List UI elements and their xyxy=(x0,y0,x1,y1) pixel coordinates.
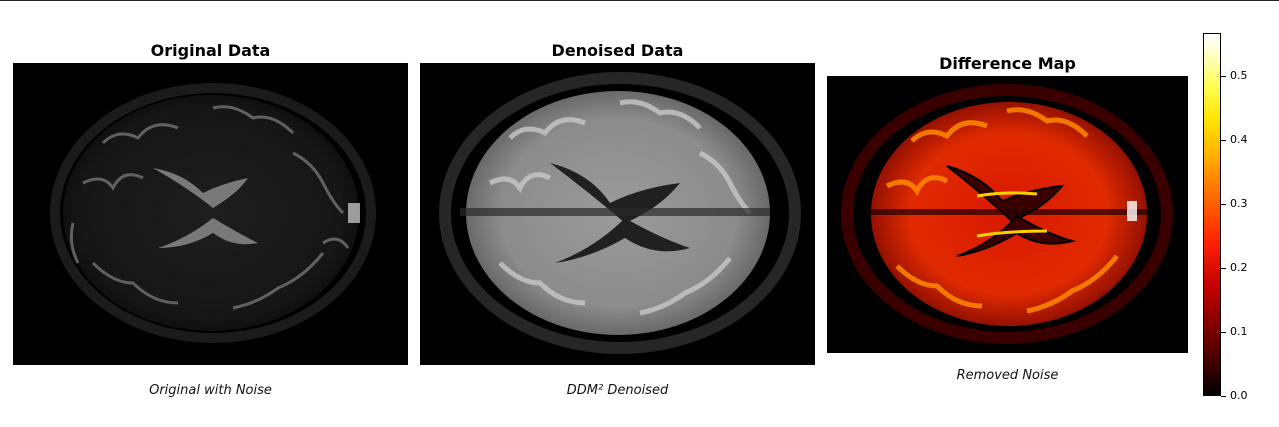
panel-caption-denoised: DDM² Denoised xyxy=(566,383,669,398)
colorbar-tick-label: 0.4 xyxy=(1230,133,1248,146)
colorbar-tick xyxy=(1221,268,1226,269)
colorbar-tick-label: 0.5 xyxy=(1230,69,1248,82)
panel-title-difference: Difference Map xyxy=(939,54,1076,73)
panel-caption-difference: Removed Noise xyxy=(956,368,1059,383)
colorbar-tick xyxy=(1221,76,1226,77)
colorbar-tick-label: 0.1 xyxy=(1230,325,1248,338)
colorbar xyxy=(1203,33,1221,396)
denoised-brain-image xyxy=(420,63,815,365)
panel-caption-original: Original with Noise xyxy=(149,383,272,398)
colorbar-tick-label: 0.3 xyxy=(1230,197,1248,210)
colorbar-tick-label: 0.2 xyxy=(1230,261,1248,274)
panel-title-denoised: Denoised Data xyxy=(551,41,684,60)
colorbar-tick-label: 0.0 xyxy=(1230,389,1248,402)
original-brain-image xyxy=(13,63,408,365)
top-border-line xyxy=(0,0,1279,1)
colorbar-tick xyxy=(1221,204,1226,205)
difference-map-image xyxy=(827,76,1188,353)
colorbar-tick xyxy=(1221,332,1226,333)
colorbar-tick xyxy=(1221,140,1226,141)
colorbar-tick xyxy=(1221,396,1226,397)
panel-title-original: Original Data xyxy=(150,41,271,60)
